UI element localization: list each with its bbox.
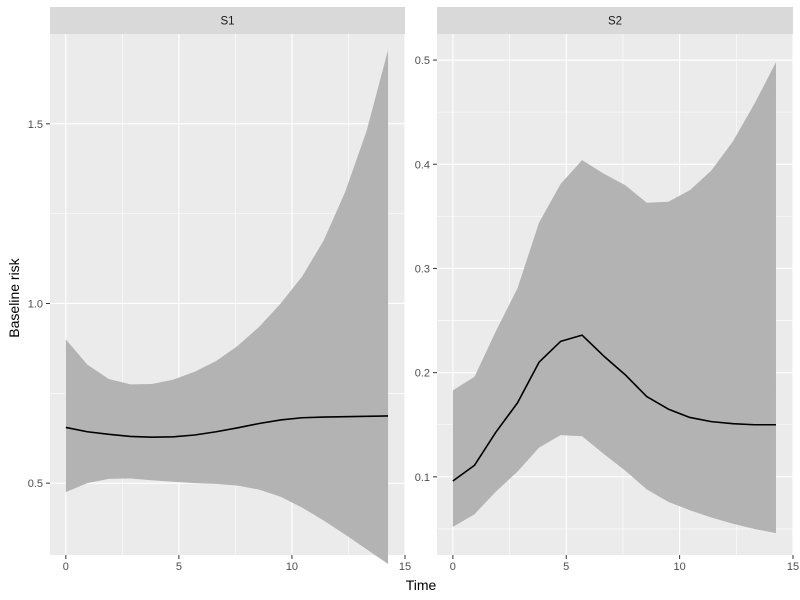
y-tick-label: 0.2 <box>415 368 430 380</box>
confidence-band <box>65 50 389 564</box>
x-tick-label: 0 <box>450 561 456 573</box>
x-tick-label: 5 <box>176 561 182 573</box>
y-axis-title: Baseline risk <box>6 257 22 337</box>
baseline-risk-line <box>452 334 776 482</box>
y-tick-label: 0.5 <box>415 55 430 67</box>
y-tick-label: 0.4 <box>415 159 430 171</box>
y-tick-label: 1.0 <box>28 298 43 310</box>
facet-strip-label: S1 <box>220 16 234 28</box>
y-tick-label: 1.5 <box>28 119 43 131</box>
confidence-band <box>452 62 776 534</box>
baseline-risk-line <box>65 415 389 438</box>
x-tick-label: 15 <box>399 561 411 573</box>
x-tick-label: 0 <box>63 561 69 573</box>
y-tick-label: 0.3 <box>415 263 430 275</box>
x-tick-label: 5 <box>563 561 569 573</box>
y-tick-label: 0.5 <box>28 478 43 490</box>
x-tick-label: 10 <box>286 561 298 573</box>
x-axis-title: Time <box>406 577 437 593</box>
panel-s1: S1 0 5 10 15 0.5 1.0 1.5 <box>28 7 411 573</box>
x-tick-label: 10 <box>673 561 685 573</box>
panel-s2: S2 0 5 10 15 0.1 0.2 0.3 0.4 0.5 <box>415 7 799 573</box>
facet-strip-label: S2 <box>608 16 622 28</box>
facet-strip <box>437 7 793 34</box>
facet-strip <box>50 7 405 34</box>
y-tick-label: 0.1 <box>415 472 430 484</box>
x-tick-label: 15 <box>787 561 799 573</box>
